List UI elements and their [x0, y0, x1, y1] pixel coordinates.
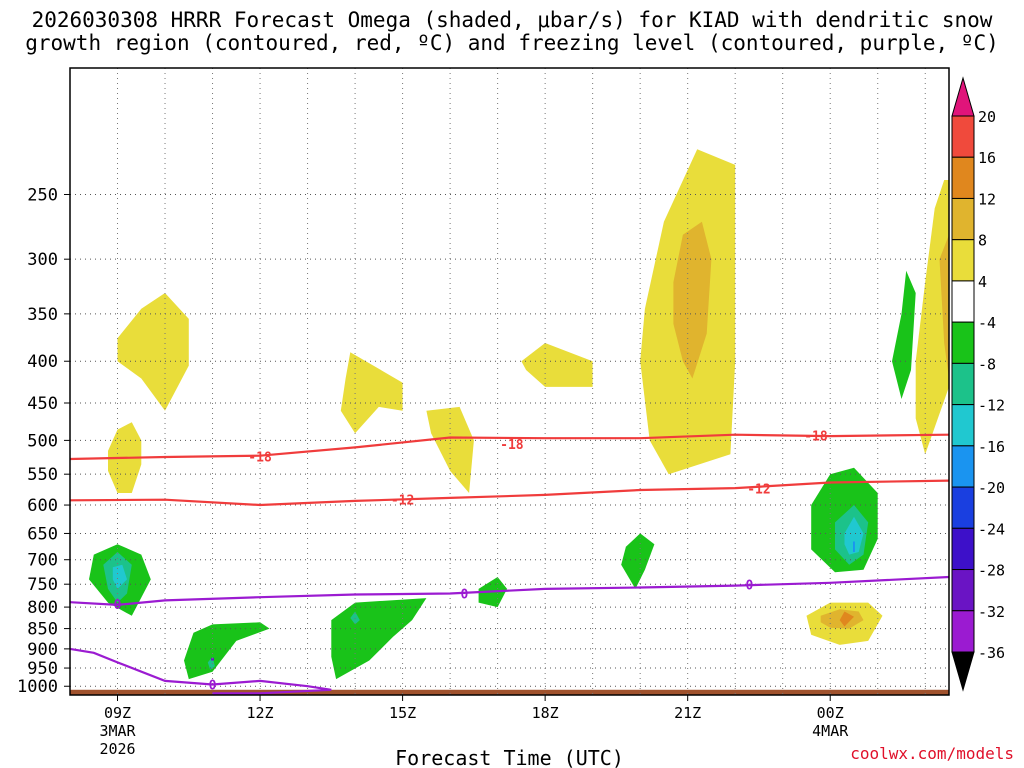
y-tick-label: 500	[27, 431, 58, 451]
chart-title-line-1: 2026030308 HRRR Forecast Omega (shaded, …	[31, 8, 993, 32]
isotherm-label: -18	[248, 450, 272, 465]
colorbar-box	[951, 197, 975, 241]
omega-region-15	[184, 622, 270, 680]
x-tick-year: 2026	[99, 740, 135, 758]
x-tick-label: 12Z	[247, 704, 274, 722]
y-tick-label: 800	[27, 598, 58, 618]
x-tick-label: 21Z	[674, 704, 701, 722]
chart-title-line-2: growth region (contoured, red, ºC) and f…	[25, 31, 999, 55]
omega-region-11	[939, 234, 949, 379]
colorbar-box	[951, 280, 975, 323]
omega-region-10	[915, 180, 949, 455]
colorbar-box	[951, 569, 975, 612]
omega-region-0	[117, 293, 189, 411]
isotherm-label: 0	[746, 579, 754, 594]
isotherm-line-1	[70, 479, 949, 507]
colorbar-box	[951, 610, 975, 653]
colorbar-top-arrow	[951, 76, 975, 117]
colorbar-box	[951, 321, 975, 364]
colorbar-bottom-arrow	[951, 651, 975, 692]
colorbar-label: 16	[978, 149, 996, 167]
plot-area	[70, 68, 949, 695]
plot-frame	[69, 67, 950, 696]
omega-region-25	[853, 541, 855, 552]
x-tick-date: 4MAR	[812, 722, 849, 740]
colorbar-label: -36	[978, 644, 1005, 662]
colorbar-box	[951, 156, 975, 199]
x-axis-label: Forecast Time (UTC)	[395, 746, 624, 768]
y-tick-label: 1000	[17, 677, 58, 697]
omega-region-26	[892, 270, 916, 399]
y-tick-label: 650	[27, 524, 58, 544]
colorbar-label: -12	[978, 397, 1005, 415]
colorbar-box	[951, 527, 975, 571]
colorbar-box	[951, 404, 975, 447]
isotherm-label: 0	[460, 588, 468, 603]
omega-region-14	[112, 564, 127, 589]
isotherm-label: -12	[747, 483, 770, 498]
x-tick-label: 00Z	[817, 704, 844, 722]
x-tick-label: 15Z	[389, 704, 416, 722]
x-tick-label: 09Z	[104, 704, 131, 722]
colorbar-label: -32	[978, 603, 1005, 621]
y-tick-label: 250	[27, 186, 58, 206]
omega-region-19	[350, 611, 360, 625]
omega-region-9	[839, 611, 854, 627]
isotherm-line-2	[70, 575, 949, 607]
credit-text[interactable]: coolwx.com/models	[850, 744, 1014, 763]
y-tick-label: 900	[27, 640, 58, 660]
y-tick-label: 350	[27, 305, 58, 325]
colorbar-label: 12	[978, 190, 996, 208]
isotherm-label: 0	[209, 678, 217, 693]
colorbar-box	[951, 445, 975, 488]
x-tick-date: 3MAR	[99, 722, 136, 740]
omega-region-2	[340, 352, 403, 434]
colorbar-label: 4	[978, 273, 987, 291]
y-tick-label: 550	[27, 465, 58, 485]
omega-region-21	[621, 533, 655, 589]
isotherm-line-0	[70, 433, 949, 461]
colorbar-label: 8	[978, 232, 987, 250]
y-tick-label: 850	[27, 620, 58, 640]
colorbar-label: -28	[978, 562, 1005, 580]
colorbar-label: -8	[978, 355, 996, 373]
y-tick-label: 600	[27, 496, 58, 516]
omega-region-4	[521, 343, 593, 387]
colorbar-box	[951, 239, 975, 282]
colorbar-label: -24	[978, 520, 1005, 538]
y-tick-label: 300	[27, 250, 58, 270]
isotherm-label: 0	[114, 598, 122, 613]
colorbar-label: -4	[978, 314, 996, 332]
omega-region-24	[844, 516, 864, 555]
colorbar-box	[951, 486, 975, 529]
isotherm-label: -18	[500, 438, 524, 453]
isotherm-line-3	[70, 647, 332, 695]
colorbar-box	[951, 115, 975, 158]
omega-region-17	[211, 657, 214, 661]
y-tick-label: 700	[27, 551, 58, 571]
y-tick-label: 750	[27, 575, 58, 595]
omega-region-3	[426, 406, 474, 493]
y-tick-label: 400	[27, 352, 58, 372]
isotherm-label: -18	[804, 429, 828, 444]
y-tick-label: 450	[27, 394, 58, 414]
terrain-strip	[70, 689, 949, 695]
colorbar-box	[951, 362, 975, 406]
x-tick-label: 18Z	[532, 704, 559, 722]
isotherm-label: -12	[391, 494, 414, 509]
y-tick-label: 950	[27, 659, 58, 679]
colorbar-label: -20	[978, 479, 1005, 497]
colorbar-label: 20	[978, 108, 996, 126]
colorbar-label: -16	[978, 438, 1005, 456]
omega-region-6	[673, 221, 712, 379]
omega-region-18	[331, 598, 427, 680]
